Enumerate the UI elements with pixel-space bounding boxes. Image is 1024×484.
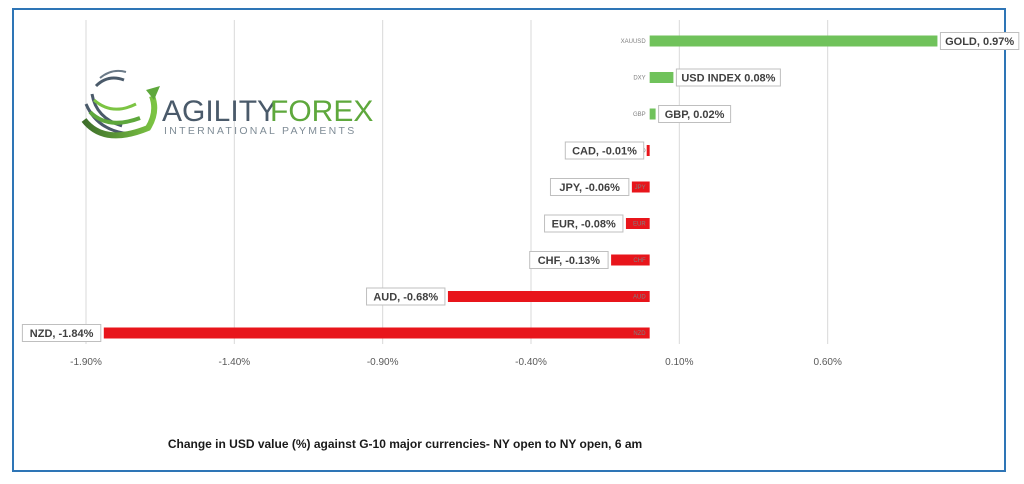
category-label: NZD xyxy=(633,331,646,337)
data-labels: GOLD, 0.97% USD INDEX 0.08% GBP, 0.02% CAD,… xyxy=(21,32,1020,342)
category-label: GBP xyxy=(633,112,646,118)
agility-forex-logo: AGILITY FOREX INTERNATIONAL PAYMENTS xyxy=(81,69,373,139)
x-tick-label: -0.40% xyxy=(515,357,547,368)
x-tick-label: -1.40% xyxy=(218,357,250,368)
data-label: JPY, -0.06% xyxy=(549,178,630,196)
data-label: EUR, -0.08% xyxy=(544,214,624,233)
svg-text:GOLD, 0.97%: GOLD, 0.97% xyxy=(945,36,1014,48)
bar xyxy=(649,72,674,83)
svg-text:CHF, -0.13%: CHF, -0.13% xyxy=(538,255,601,267)
bar xyxy=(646,145,650,156)
svg-text:JPY, -0.06%: JPY, -0.06% xyxy=(559,182,620,194)
bar xyxy=(447,291,650,302)
brand-name-agility: AGILITY xyxy=(162,95,277,128)
brand-name-forex: FOREX xyxy=(270,95,373,128)
x-tick-label: 0.60% xyxy=(813,357,841,368)
category-label: AUD xyxy=(633,295,646,301)
bar xyxy=(649,35,938,47)
category-label: CHF xyxy=(633,258,646,264)
bar xyxy=(103,327,650,339)
svg-text:CAD, -0.01%: CAD, -0.01% xyxy=(572,146,637,158)
data-label: AUD, -0.68% xyxy=(366,287,446,306)
chart-frame xyxy=(12,8,1006,472)
bar xyxy=(649,108,656,120)
bars xyxy=(103,35,938,339)
category-label: XAUUSD xyxy=(621,39,647,45)
globe-swoosh-icon xyxy=(81,69,160,139)
bar xyxy=(631,181,650,193)
svg-text:AUD, -0.68%: AUD, -0.68% xyxy=(373,292,438,304)
bar xyxy=(625,218,650,229)
x-tick-label: 0.10% xyxy=(665,357,693,368)
svg-text:EUR, -0.08%: EUR, -0.08% xyxy=(552,219,616,231)
data-label: GOLD, 0.97% xyxy=(939,32,1020,50)
data-label: CAD, -0.01% xyxy=(564,141,645,160)
chart-caption: Change in USD value (%) against G-10 maj… xyxy=(168,437,642,451)
x-axis-ticks: -1.90% -1.40% -0.90% -0.40% 0.10% 0.60% xyxy=(70,357,842,368)
svg-text:USD INDEX 0.08%: USD INDEX 0.08% xyxy=(681,73,775,85)
category-label: EUR xyxy=(633,222,646,228)
x-tick-label: -1.90% xyxy=(70,357,102,368)
bar xyxy=(611,254,650,266)
x-tick-label: -0.90% xyxy=(367,357,399,368)
svg-text:NZD, -1.84%: NZD, -1.84% xyxy=(30,328,94,340)
category-label: JPY xyxy=(635,185,646,191)
data-label: NZD, -1.84% xyxy=(21,324,102,342)
data-label: CHF, -0.13% xyxy=(529,251,609,269)
brand-tagline: INTERNATIONAL PAYMENTS xyxy=(164,125,357,137)
data-label: USD INDEX 0.08% xyxy=(675,68,781,87)
svg-text:GBP, 0.02%: GBP, 0.02% xyxy=(665,109,725,121)
category-label: DXY xyxy=(633,76,645,82)
data-label: GBP, 0.02% xyxy=(658,105,732,123)
